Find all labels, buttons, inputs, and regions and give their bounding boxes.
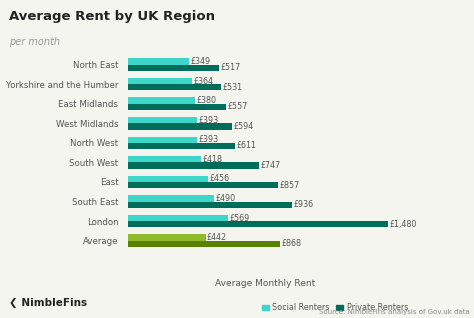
Text: £393: £393 — [199, 116, 219, 125]
Text: £868: £868 — [282, 239, 302, 248]
Bar — [128, 117, 197, 123]
Bar — [128, 234, 206, 241]
Bar — [128, 162, 259, 169]
Bar — [128, 182, 278, 188]
Text: Source: NimbleFins analysis of Gov.uk data: Source: NimbleFins analysis of Gov.uk da… — [319, 309, 469, 315]
Text: Average Rent by UK Region: Average Rent by UK Region — [9, 10, 216, 23]
Text: £517: £517 — [220, 63, 240, 72]
Text: £569: £569 — [229, 213, 249, 223]
Text: £557: £557 — [227, 102, 247, 111]
Text: £364: £364 — [193, 77, 213, 86]
Text: Average Monthly Rent: Average Monthly Rent — [215, 279, 316, 288]
Bar — [128, 58, 189, 65]
Bar — [128, 176, 208, 182]
Bar — [128, 84, 221, 90]
Text: £490: £490 — [215, 194, 236, 203]
Bar — [128, 241, 280, 247]
Text: £1,480: £1,480 — [389, 220, 417, 229]
Text: £349: £349 — [191, 57, 211, 66]
Bar — [128, 156, 201, 162]
Text: £418: £418 — [203, 155, 223, 164]
Bar — [128, 123, 232, 129]
Text: £857: £857 — [280, 181, 300, 190]
Bar — [128, 78, 192, 84]
Bar — [128, 215, 228, 221]
Text: £393: £393 — [199, 135, 219, 144]
Bar — [128, 143, 235, 149]
Text: £747: £747 — [261, 161, 281, 170]
Bar — [128, 65, 219, 71]
Bar — [128, 137, 197, 143]
Text: £442: £442 — [207, 233, 227, 242]
Text: £594: £594 — [234, 122, 254, 131]
Text: per month: per month — [9, 37, 61, 46]
Bar — [128, 97, 195, 104]
Text: £380: £380 — [196, 96, 216, 105]
Text: £611: £611 — [237, 142, 256, 150]
Text: ❮ NimbleFins: ❮ NimbleFins — [9, 299, 88, 308]
Bar — [128, 221, 388, 227]
Bar — [128, 104, 226, 110]
Legend: Social Renters, Private Renters: Social Renters, Private Renters — [259, 300, 411, 315]
Text: £531: £531 — [223, 83, 243, 92]
Bar — [128, 195, 214, 202]
Text: £936: £936 — [294, 200, 314, 209]
Bar — [128, 202, 292, 208]
Text: £456: £456 — [210, 174, 229, 183]
